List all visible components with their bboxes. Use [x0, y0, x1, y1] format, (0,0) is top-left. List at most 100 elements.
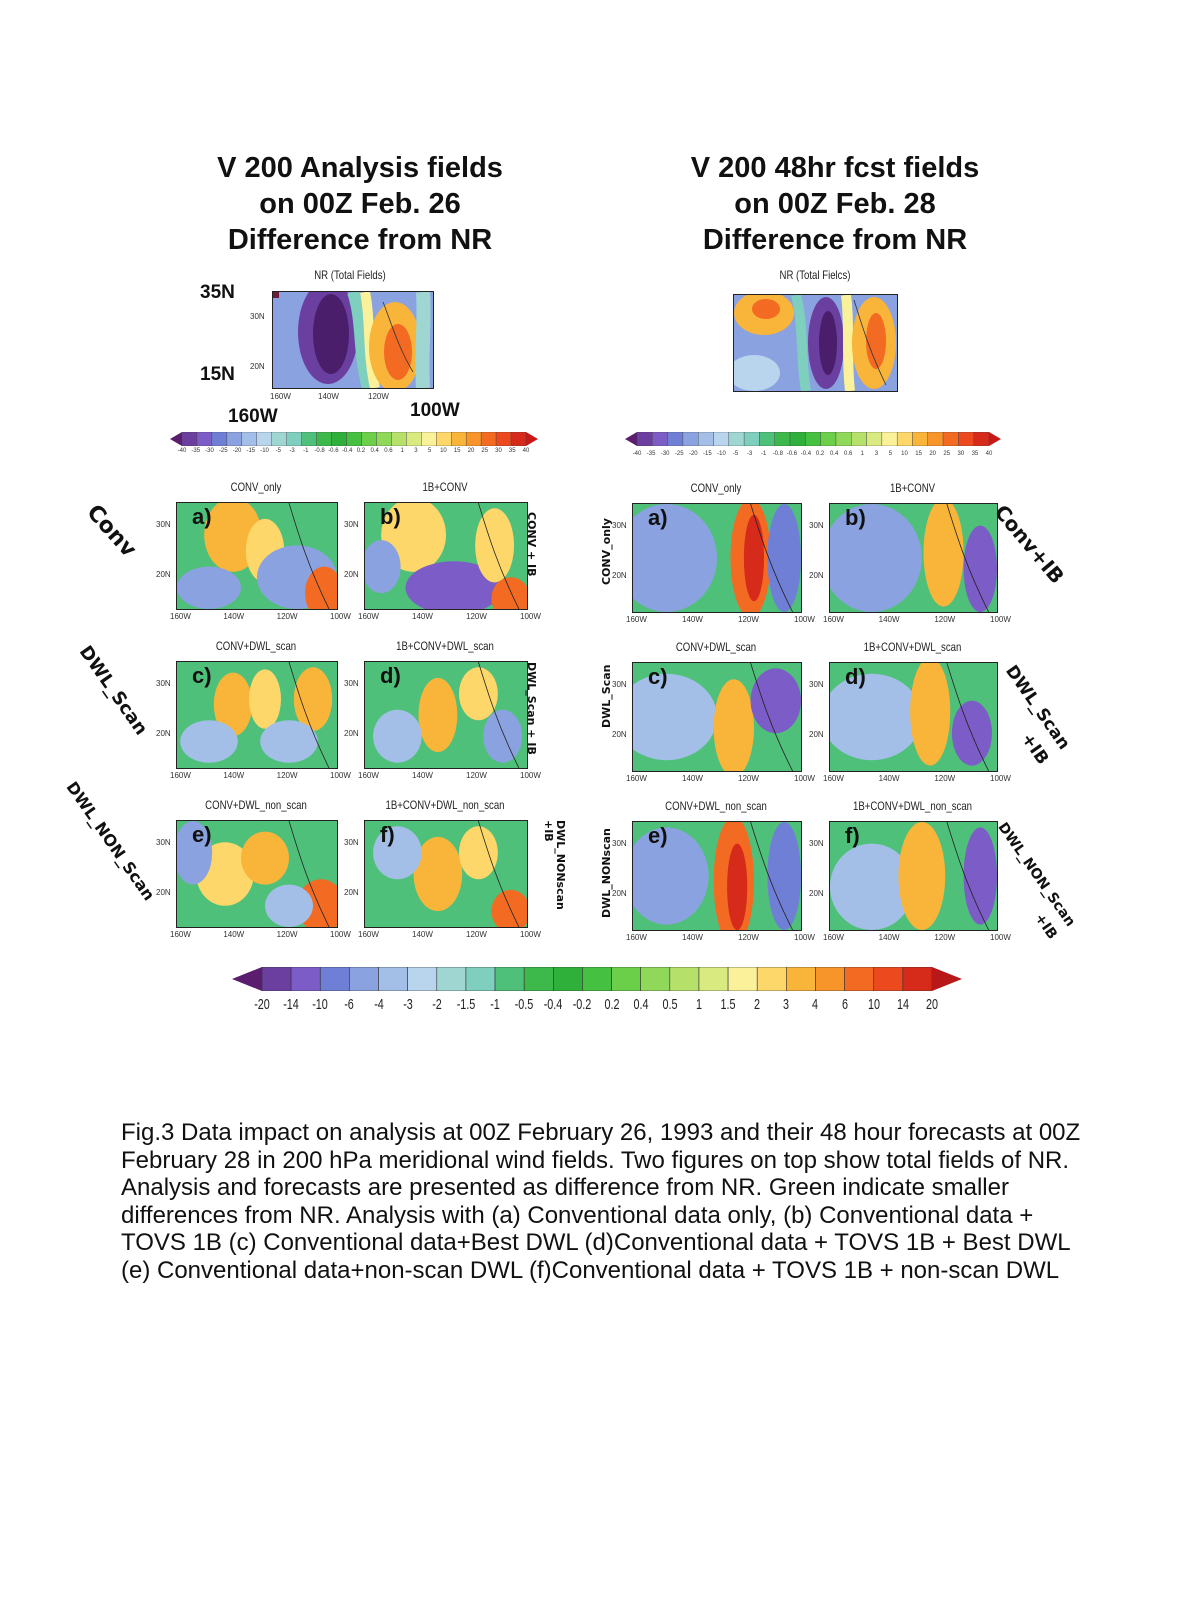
panel-letter: c): [192, 663, 212, 688]
colorbar-label: -1: [490, 996, 500, 1013]
nr-colorbar-swatch: [835, 432, 852, 446]
colorbar-swatch: [407, 967, 438, 991]
nr-colorbar-label: 0.4: [829, 451, 839, 457]
contour-blob: [830, 673, 922, 761]
row-label-conv-ib: Conv+IB: [989, 500, 1070, 589]
lon-tick: 140W: [878, 774, 900, 783]
nr-colorbar-label: 5: [428, 448, 432, 454]
colorbar-label: -10: [312, 996, 329, 1013]
lon-tick: 100W: [520, 930, 541, 939]
colorbar-swatch: [261, 967, 292, 991]
nr-colorbar-swatch: [421, 432, 437, 446]
contour-blob: [633, 827, 709, 925]
panel-letter: c): [648, 664, 668, 689]
nr-colorbar-swatch: [316, 432, 332, 446]
panel-title: 1B+CONV+DWL_non_scan: [853, 799, 972, 813]
nr-colorbar-right-labels: -40 -35 -30 -25 -20 -15 -10 -5 -3 -1 -0.8 -0.6 -0.4 0…: [625, 451, 1001, 461]
panel-letter: b): [845, 505, 866, 530]
contour-blob: [910, 663, 951, 766]
main-colorbar-labels: -20 -14 -10 -6 -4 -3 -2 -1.5 -1 -0.5 -0.4 -0.2 0.2 0.…: [232, 996, 962, 1018]
lon-tick: 100W: [794, 933, 815, 942]
lat-tick: 30N: [156, 838, 171, 847]
colorbar-swatch: [698, 967, 729, 991]
lat-tick: 20N: [612, 730, 627, 739]
panel-map: [829, 821, 998, 931]
panel-title: CONV+DWL_scan: [215, 639, 297, 653]
nr-colorbar-swatch: [866, 432, 883, 446]
coastline: [478, 821, 520, 927]
lon-tick: 120W: [466, 612, 487, 621]
colorbar-swatch: [640, 967, 671, 991]
contour-blob: [180, 720, 238, 763]
lon-tick: 160W: [170, 930, 191, 939]
nr-colorbar-swatch: [698, 432, 714, 446]
contour-blob: [265, 884, 313, 927]
lon-tick: 160W: [626, 933, 647, 942]
panel-letter: e): [192, 822, 212, 847]
contour-blob: [249, 669, 281, 729]
colorbar-label: 14: [896, 996, 909, 1013]
colorbar-swatch: [523, 967, 554, 991]
contour-blob: [458, 826, 498, 880]
row-label-dwl-scan: DWL_Scan: [74, 642, 152, 740]
panel-title: CONV+DWL_scan: [675, 640, 757, 654]
nr-colorbar-swatch: [196, 432, 213, 446]
lon-tick: 100W: [794, 774, 815, 783]
lat-tick: 30N: [250, 312, 265, 321]
nr-colorbar-label: -0.4: [341, 448, 353, 454]
colorbar-swatch: [786, 967, 816, 991]
colorbar-label: -0.4: [543, 996, 563, 1013]
nr-colorbar-label: 25: [481, 448, 489, 454]
contour-blob: [373, 709, 422, 763]
contour-blob: [898, 822, 946, 930]
nr-colorbar-label: 0.2: [815, 451, 825, 457]
nr-colorbar-swatch: [759, 432, 775, 446]
colorbar-swatch: [669, 967, 700, 991]
panel-letter: f): [380, 822, 395, 847]
lon-tick: 100W: [330, 771, 351, 780]
nr-colorbar-swatch: [958, 432, 974, 446]
lat-tick: 20N: [156, 729, 171, 738]
lat-tick: 30N: [156, 520, 171, 529]
colorbar-label: 0.4: [633, 996, 649, 1013]
colorbar-swatch: [290, 967, 321, 991]
colorbar-label: -2: [431, 996, 442, 1013]
nr-colorbar-swatch: [896, 432, 913, 446]
panel-letter: d): [380, 663, 401, 688]
nr-colorbar-left-labels: -40 -35 -30 -25 -20 -15 -10 -5 -3 -1 -0.8 -0.6 -0.4 0…: [170, 448, 538, 458]
coastline: [288, 503, 330, 609]
nr-colorbar-label: 30: [957, 451, 965, 457]
panel-title: CONV_only: [230, 480, 282, 494]
lon-tick: 140W: [223, 930, 245, 939]
lon-tick: 100W: [990, 933, 1011, 942]
lon-label-left: 160W: [228, 406, 278, 427]
coastline: [750, 663, 793, 771]
contour-blob: [413, 836, 463, 912]
colorbar-swatch: [727, 967, 758, 991]
nr-colorbar-swatch: [346, 432, 362, 446]
colorbar-label: 6: [841, 996, 848, 1013]
nr-colorbar-label: 3: [414, 448, 418, 454]
contour-blob: [727, 843, 748, 930]
nr-colorbar-swatch: [713, 432, 730, 446]
nr-colorbar-swatch: [912, 432, 928, 446]
nr-colorbar-label: -20: [688, 451, 698, 457]
lat-tick: 20N: [344, 570, 359, 579]
lat-tick: 20N: [250, 362, 265, 371]
lon-tick: 120W: [466, 930, 487, 939]
nr-colorbar-label: -0.8: [314, 448, 325, 454]
nr-panel-title-left: NR (Total Fields): [314, 268, 386, 282]
colorbar-arrow-right: [932, 967, 962, 991]
right-heading: V 200 48hr fcst fields on 00Z Feb. 28 Di…: [690, 152, 980, 256]
nr-colorbar-label: -15: [703, 451, 712, 457]
contour-blob: [750, 668, 801, 734]
contour-blob: [177, 566, 241, 609]
nr-colorbar-swatch: [241, 432, 257, 446]
colorbar-label: 10: [867, 996, 880, 1013]
panel-title: 1B+CONV: [889, 481, 936, 495]
panel-title: CONV_only: [690, 481, 742, 495]
nr-colorbar-swatch: [851, 432, 867, 446]
nr-colorbar-label: 5: [888, 451, 893, 457]
figure-caption: Fig.3 Data impact on analysis at 00Z Feb…: [121, 1119, 1081, 1284]
lat-tick: 20N: [809, 889, 824, 898]
